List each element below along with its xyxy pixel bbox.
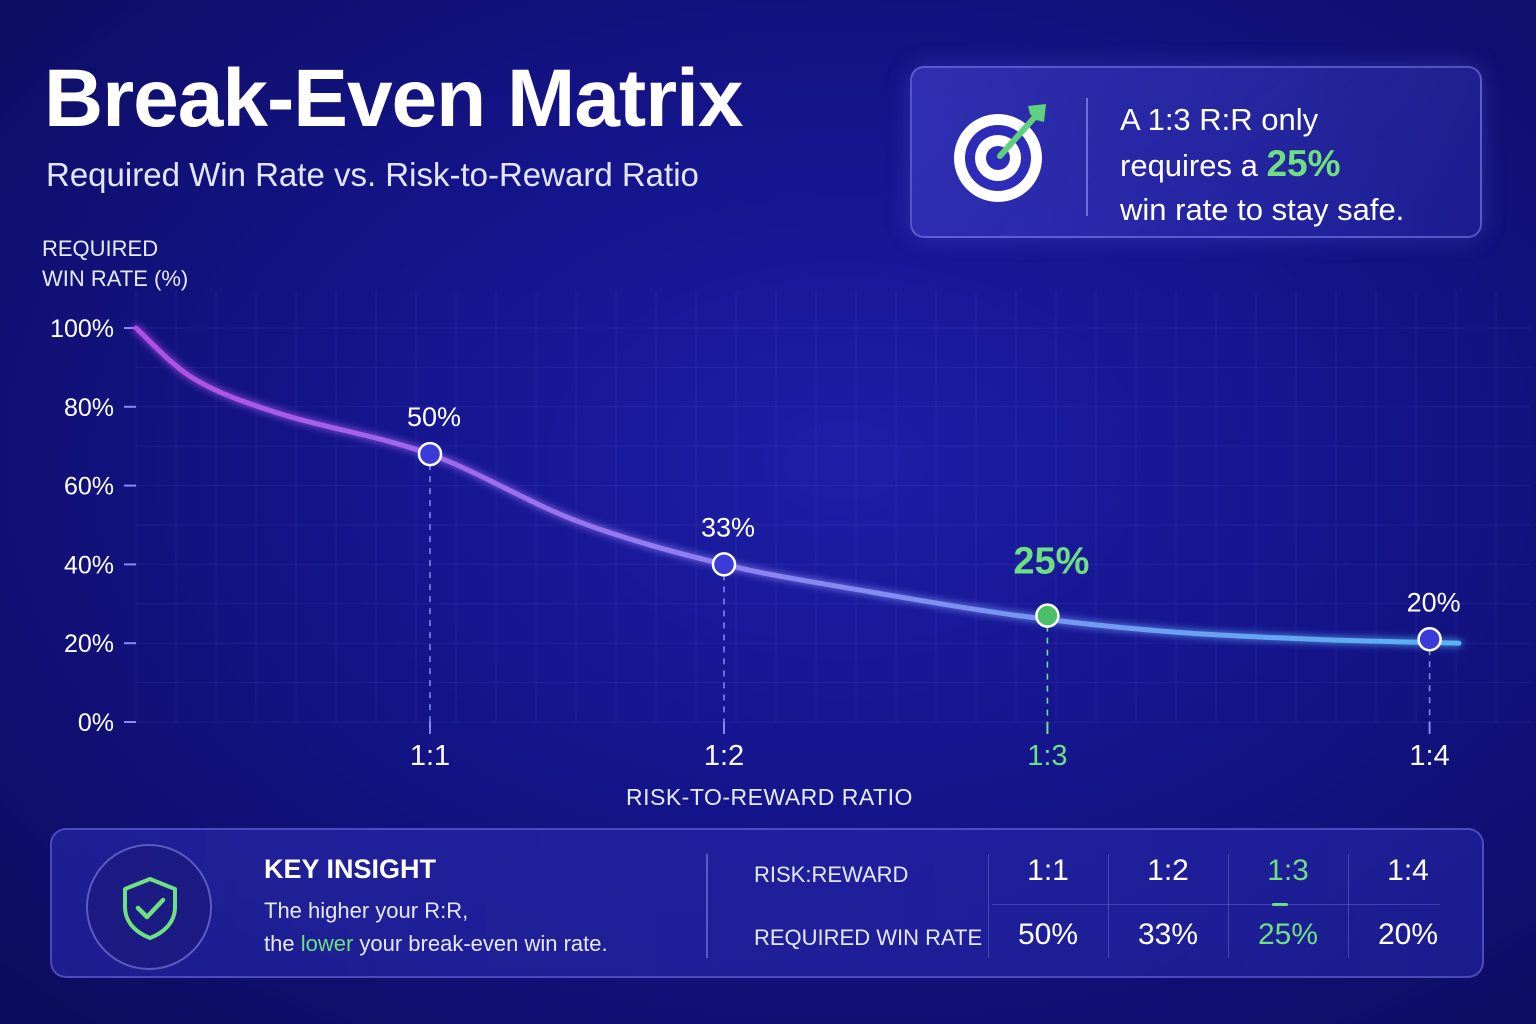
table-header-risk-reward: RISK:REWARD (754, 862, 909, 887)
table-cell-ratio-3: 1:3 (1267, 854, 1309, 887)
table-cell-ratio-1: 1:1 (1027, 854, 1069, 887)
callout-line-2: requires a 25% (1120, 142, 1404, 188)
table-header-win-rate: REQUIRED WIN RATE (754, 925, 983, 950)
data-label: 50% (407, 402, 461, 432)
data-label: 33% (701, 512, 755, 542)
key-insight-panel: KEY INSIGHT The higher your R:R, the low… (50, 828, 1484, 978)
y-tick-label: 100% (50, 315, 114, 343)
data-label: 20% (1407, 587, 1461, 617)
y-axis-title: REQUIRED WIN RATE (%) (42, 234, 188, 294)
table-cell-rate-4: 20% (1377, 918, 1439, 951)
insight-text: The higher your R:R, the lower your brea… (264, 894, 608, 960)
x-axis-title: RISK-TO-REWARD RATIO (626, 784, 913, 810)
table-cell-rate-2: 33% (1137, 918, 1199, 951)
table-row-divider (992, 904, 1440, 905)
y-tick-label: 0% (78, 709, 114, 737)
data-point-1-4 (1417, 627, 1442, 652)
callout-line-2-prefix: requires a (1120, 148, 1267, 183)
y-tick-label: 80% (64, 394, 114, 422)
callout-divider (1086, 98, 1088, 216)
data-label: 25% (1013, 541, 1089, 583)
callout-box: A 1:3 R:R only requires a 25% win rate t… (910, 66, 1482, 238)
data-point-1-1 (417, 441, 443, 467)
page-subtitle: Required Win Rate vs. Risk-to-Reward Rat… (46, 156, 699, 193)
table-cell-ratio-2: 1:2 (1147, 854, 1189, 887)
callout-message: A 1:3 R:R only requires a 25% win rate t… (1120, 98, 1404, 232)
y-tick-label: 20% (64, 630, 114, 658)
table-col-separator (1228, 854, 1229, 958)
callout-line-1: A 1:3 R:R only (1120, 102, 1319, 137)
y-axis-title-line-1: REQUIRED (42, 236, 159, 261)
table-cell-ratio-4: 1:4 (1387, 854, 1429, 887)
insight-title: KEY INSIGHT (264, 854, 437, 884)
target-arrow-icon (954, 104, 1046, 202)
insight-line-2-suffix: your break-even win rate. (353, 931, 608, 956)
shield-badge (86, 844, 212, 970)
insight-line-1: The higher your R:R, (264, 898, 469, 923)
x-tick-label: 1:4 (1409, 740, 1449, 772)
table-col-separator (1108, 854, 1109, 958)
y-axis-title-line-2: WIN RATE (%) (42, 266, 189, 291)
table-col-separator (988, 854, 989, 958)
page-title: Break-Even Matrix (44, 53, 744, 144)
callout-highlight: 25% (1266, 143, 1341, 184)
y-tick-label: 40% (64, 551, 114, 579)
x-tick-label: 1:3 (1027, 740, 1067, 772)
highlight-marker (1272, 903, 1288, 906)
insight-line-2-prefix: the (264, 931, 301, 956)
table-cell-rate-3: 25% (1257, 918, 1319, 951)
data-point-1-3 (1035, 603, 1060, 628)
insight-highlight: lower (300, 931, 354, 956)
table-col-separator (1348, 854, 1349, 958)
insight-line-2: the lower your break-even win rate. (264, 927, 608, 960)
data-point-1-2 (711, 552, 737, 577)
shield-check-icon (123, 877, 177, 940)
table-cell-rate-1: 50% (1017, 918, 1079, 951)
callout-line-3: win rate to stay safe. (1120, 192, 1405, 227)
insight-divider (706, 854, 708, 958)
win-rate-curve (133, 325, 1462, 646)
x-tick-label: 1:1 (410, 740, 450, 772)
x-tick-label: 1:2 (704, 740, 744, 772)
y-tick-label: 60% (64, 473, 114, 501)
